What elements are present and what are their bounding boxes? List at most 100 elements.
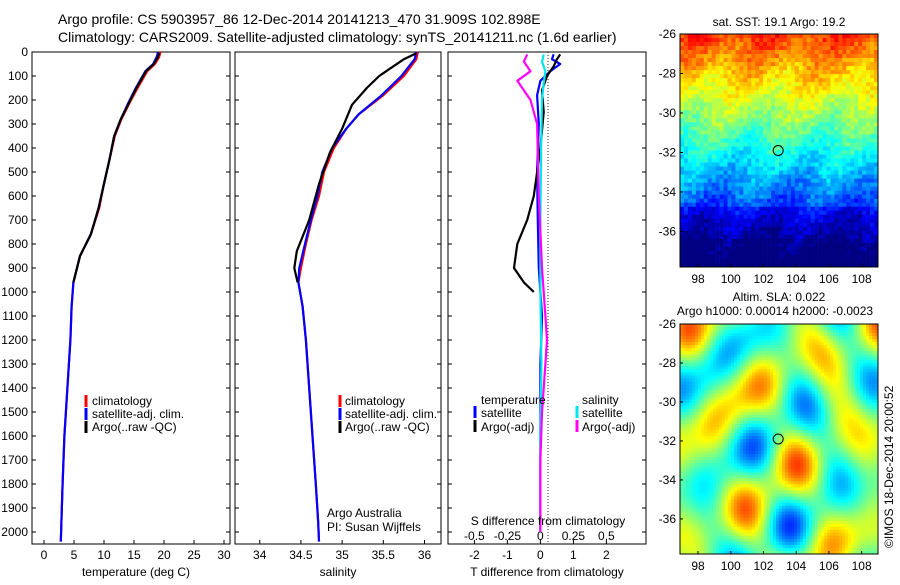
sst-cell: [854, 106, 858, 110]
sst-cell: [696, 199, 700, 203]
sla-cell: [710, 378, 713, 381]
sst-cell: [696, 70, 700, 74]
sla-cell: [770, 382, 773, 385]
sst-cell: [728, 70, 732, 74]
sla-cell: [695, 363, 698, 366]
sst-cell: [700, 130, 704, 134]
sst-cell: [735, 227, 739, 231]
sst-cell: [775, 62, 779, 66]
sst-cell: [834, 94, 838, 98]
sst-cell: [783, 223, 787, 227]
sla-cell: [779, 372, 782, 375]
sst-cell: [739, 227, 743, 231]
sst-cell: [755, 146, 759, 150]
sst-cell: [815, 227, 819, 231]
sst-cell: [787, 227, 791, 231]
sst-cell: [866, 34, 870, 38]
sst-cell: [854, 70, 858, 74]
sst-cell: [771, 159, 775, 163]
sst-cell: [819, 211, 823, 215]
sla-cell: [764, 388, 767, 391]
sla-cell: [803, 342, 806, 345]
sst-cell: [783, 179, 787, 183]
sst-cell: [834, 243, 838, 247]
sla-cell: [737, 339, 740, 342]
sla-cell: [752, 366, 755, 369]
sla-cell: [734, 382, 737, 385]
sst-cell: [846, 34, 850, 38]
sla-cell: [740, 366, 743, 369]
sla-cell: [755, 339, 758, 342]
sla-cell: [683, 369, 686, 372]
sst-cell: [775, 138, 779, 142]
sst-cell: [735, 163, 739, 167]
sst-cell: [819, 130, 823, 134]
sla-cell: [848, 336, 851, 339]
sst-cell: [704, 231, 708, 235]
sst-cell: [827, 255, 831, 259]
sst-cell: [735, 159, 739, 163]
sla-cell: [863, 382, 866, 385]
sla-cell: [749, 382, 752, 385]
sst-cell: [842, 106, 846, 110]
sst-cell: [834, 251, 838, 255]
sla-cell: [725, 345, 728, 348]
sla-cell: [839, 372, 842, 375]
sst-cell: [739, 90, 743, 94]
sst-cell: [684, 66, 688, 70]
sst-cell: [783, 46, 787, 50]
sst-cell: [783, 118, 787, 122]
sst-cell: [858, 66, 862, 70]
sla-cell: [851, 333, 854, 336]
sla-cell: [770, 369, 773, 372]
sst-cell: [866, 191, 870, 195]
sst-cell: [747, 78, 751, 82]
sst-cell: [850, 227, 854, 231]
sla-cell: [728, 403, 731, 406]
sla-cell: [872, 382, 875, 385]
sla-cell: [683, 342, 686, 345]
sst-cell: [700, 42, 704, 46]
sst-cell: [696, 62, 700, 66]
sst-cell: [724, 163, 728, 167]
sst-cell: [728, 58, 732, 62]
sst-cell: [783, 134, 787, 138]
sst-cell: [700, 191, 704, 195]
sst-cell: [854, 42, 858, 46]
sst-cell: [827, 227, 831, 231]
sst-heatmap: [680, 34, 878, 267]
sst-cell: [830, 58, 834, 62]
sla-cell: [803, 397, 806, 400]
temperature-xlabel: temperature (deg C): [82, 565, 190, 579]
sst-cell: [803, 207, 807, 211]
sst-cell: [739, 179, 743, 183]
sst-cell: [862, 159, 866, 163]
sla-cell: [842, 391, 845, 394]
sst-cell: [688, 82, 692, 86]
sst-cell: [862, 175, 866, 179]
sla-cell: [863, 388, 866, 391]
sla-cell: [827, 369, 830, 372]
sla-cell: [779, 360, 782, 363]
sst-cell: [823, 231, 827, 235]
sla-cell: [692, 406, 695, 409]
sla-cell: [833, 333, 836, 336]
sst-cell: [720, 134, 724, 138]
sst-cell: [775, 255, 779, 259]
sla-cell: [752, 378, 755, 381]
sst-cell: [830, 82, 834, 86]
sst-cell: [815, 243, 819, 247]
sla-cell: [869, 330, 872, 333]
sla-cell: [800, 357, 803, 360]
sst-cell: [680, 74, 684, 78]
sst-cell: [827, 142, 831, 146]
sst-cell: [704, 62, 708, 66]
sla-cell: [773, 345, 776, 348]
sst-cell: [783, 155, 787, 159]
sst-cell: [838, 130, 842, 134]
sst-cell: [680, 203, 684, 207]
sst-cell: [819, 138, 823, 142]
sla-cell: [824, 336, 827, 339]
sst-cell: [830, 235, 834, 239]
sst-cell: [827, 70, 831, 74]
